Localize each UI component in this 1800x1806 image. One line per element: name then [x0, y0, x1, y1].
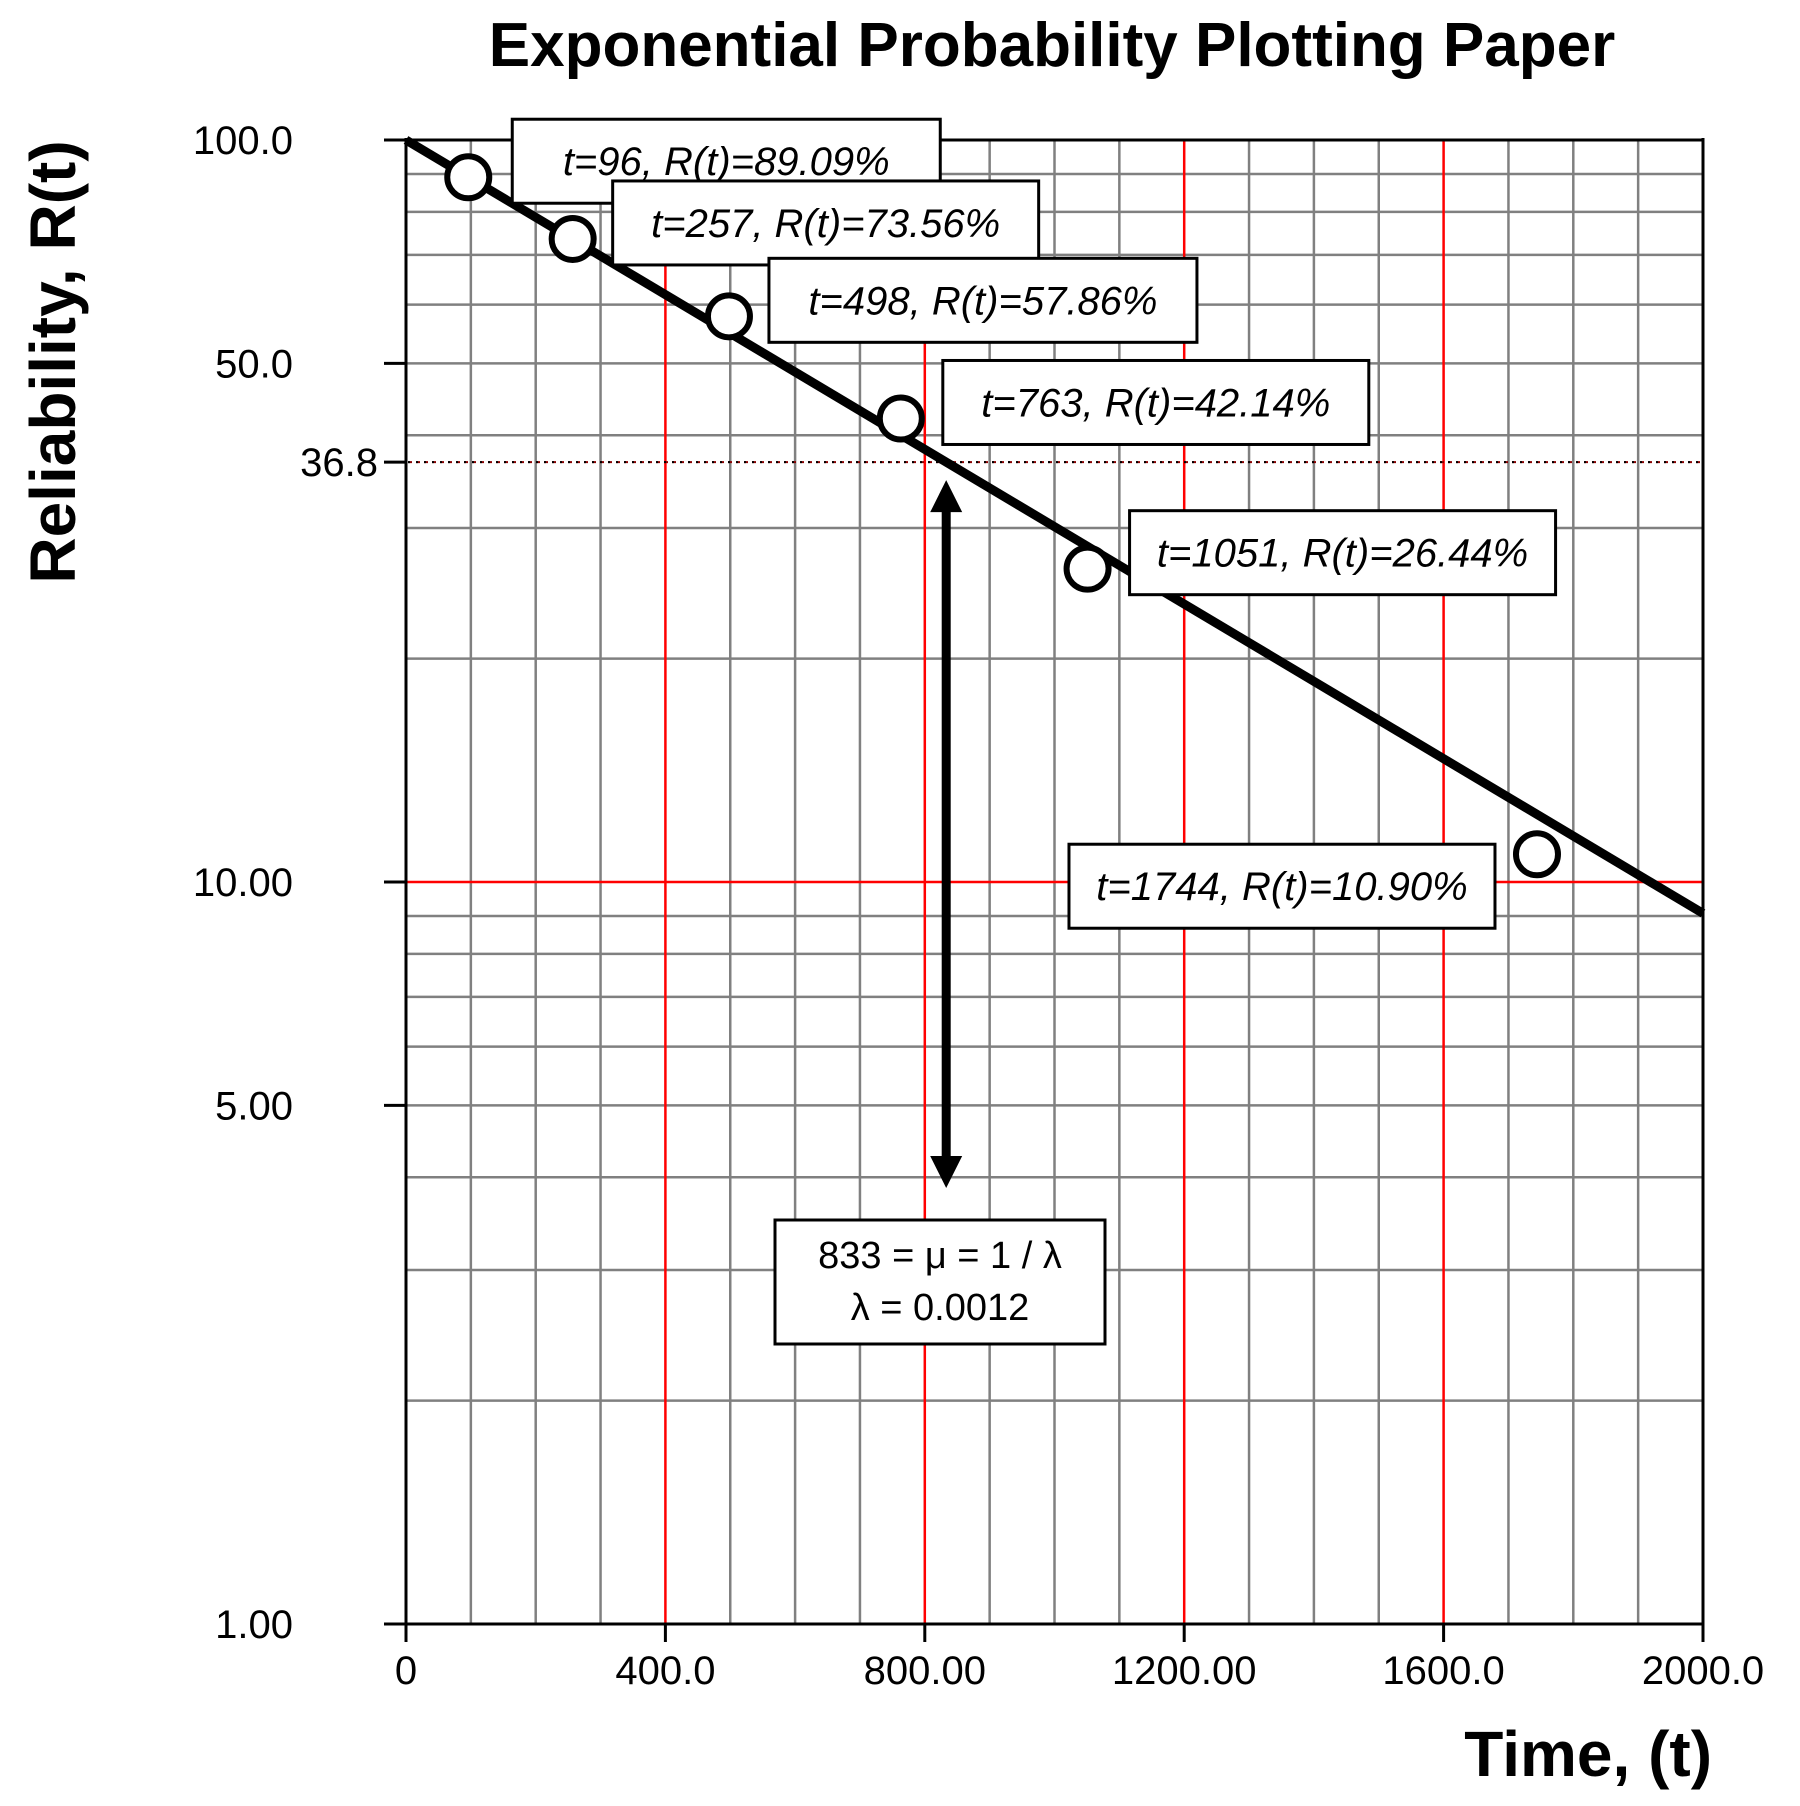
point-label: t=498, R(t)=57.86%	[808, 279, 1157, 323]
mean-life-arrow	[930, 480, 963, 1188]
point-label-box	[767, 256, 1199, 344]
point-label-box	[941, 358, 1371, 446]
chart-title: Exponential Probability Plotting Paper	[489, 11, 1615, 80]
mean-life-note-line-2: λ = 0.0012	[851, 1287, 1030, 1329]
mean-life-arrow-head-up	[930, 480, 963, 513]
data-point	[704, 292, 753, 341]
data-point	[444, 153, 493, 202]
x-axis-title: Time, (t)	[1464, 1718, 1712, 1790]
x-tick-label: 2000.0	[1642, 1649, 1764, 1693]
mean-life-note: 833 = μ = 1 / λ λ = 0.0012	[773, 1218, 1107, 1346]
point-label-box	[611, 179, 1041, 267]
point-label: t=763, R(t)=42.14%	[981, 381, 1330, 425]
point-label: t=1744, R(t)=10.90%	[1096, 865, 1467, 909]
point-label: t=96, R(t)=89.09%	[563, 140, 890, 184]
y-tick-label: 36.8	[300, 441, 378, 485]
data-point	[876, 394, 925, 443]
mean-life-arrow-head-down	[930, 1156, 963, 1188]
y-tick-label: 10.00	[193, 861, 293, 905]
data-point	[548, 214, 597, 263]
y-tick-label: 1.00	[215, 1603, 293, 1647]
mean-life-note-box	[773, 1218, 1107, 1346]
point-label: t=257, R(t)=73.56%	[651, 202, 1000, 246]
y-axis-ticks: 100.0 50.0 36.8 10.00 5.00 1.00	[193, 119, 406, 1647]
y-tick-label: 5.00	[215, 1084, 293, 1128]
point-label-box	[1128, 509, 1558, 597]
y-tick-label: 50.0	[215, 342, 293, 386]
y-tick-label: 100.0	[193, 119, 293, 163]
data-point	[1063, 544, 1112, 593]
data-point	[1512, 830, 1561, 879]
x-axis-ticks: 0 400.0 800.00 1200.00 1600.0 2000.0	[395, 1624, 1764, 1693]
x-tick-label: 0	[395, 1649, 417, 1693]
point-label: t=1051, R(t)=26.44%	[1157, 532, 1528, 576]
x-tick-label: 800.00	[864, 1649, 986, 1693]
point-labels: t=96, R(t)=89.09% t=257, R(t)=73.56% t=498…	[510, 117, 1558, 930]
x-tick-label: 400.0	[615, 1649, 715, 1693]
mean-life-note-line-1: 833 = μ = 1 / λ	[818, 1235, 1062, 1277]
data-points	[444, 153, 1561, 879]
x-tick-label: 1600.0	[1382, 1649, 1504, 1693]
y-axis-title: Reliability, R(t)	[17, 140, 89, 583]
fit-line-group	[403, 136, 1706, 918]
fit-line	[403, 136, 1706, 918]
x-tick-label: 1200.00	[1112, 1649, 1257, 1693]
point-label-box	[1067, 842, 1497, 930]
